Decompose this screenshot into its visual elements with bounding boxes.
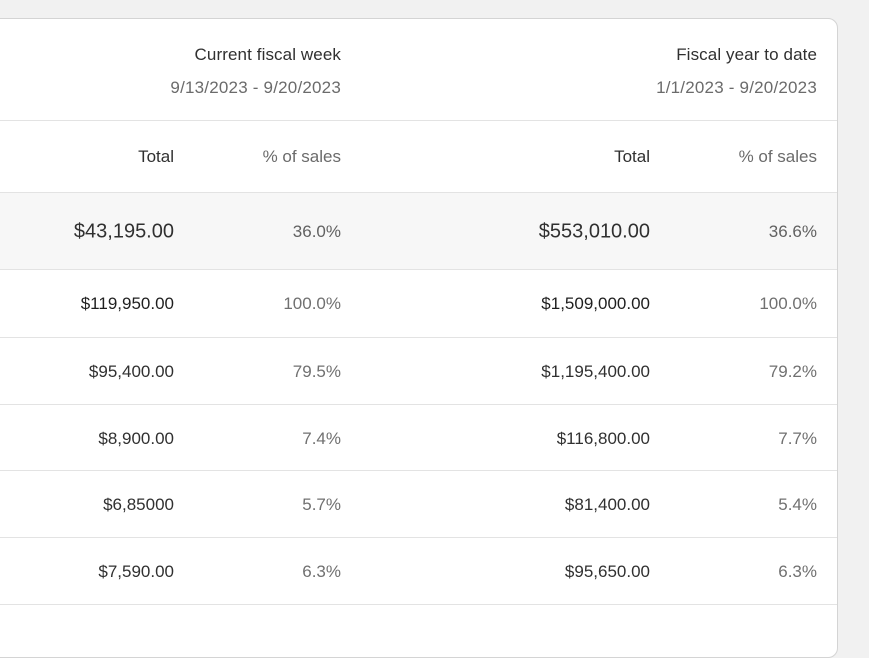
current-week-title: Current fiscal week <box>194 45 341 64</box>
week-pct-value: 6.3% <box>302 562 341 581</box>
ytd-total-header: Total <box>614 147 650 166</box>
week-pct-value: 5.7% <box>302 495 341 514</box>
week-total-header: Total <box>138 147 174 166</box>
ytd-total-value: $1,195,400.00 <box>541 362 650 381</box>
ytd-title: Fiscal year to date <box>676 45 817 64</box>
ytd-pct-header: % of sales <box>738 147 817 166</box>
period-header-row: Current fiscal week 9/13/2023 - 9/20/202… <box>0 19 837 121</box>
table-row: $8,900.00 7.4% $116,800.00 7.7% <box>0 405 837 471</box>
ytd-total-value: $1,509,000.00 <box>541 294 650 313</box>
ytd-pct-value: 7.7% <box>778 429 817 448</box>
ytd-total-value: $116,800.00 <box>556 429 650 448</box>
week-pct-value: 36.0% <box>292 222 341 241</box>
week-pct-value: 100.0% <box>283 294 341 313</box>
report-card: Current fiscal week 9/13/2023 - 9/20/202… <box>0 18 838 658</box>
table-row: $119,950.00 100.0% $1,509,000.00 100.0% <box>0 270 837 338</box>
week-total-value: $8,900.00 <box>98 429 174 448</box>
ytd-pct-value: 36.6% <box>768 222 817 241</box>
week-pct-header: % of sales <box>262 147 341 166</box>
ytd-pct-value: 5.4% <box>778 495 817 514</box>
ytd-pct-value: 100.0% <box>759 294 817 313</box>
week-pct-value: 79.5% <box>292 362 341 381</box>
week-total-value: $95,400.00 <box>88 362 174 381</box>
table-row: $7,590.00 6.3% $95,650.00 6.3% <box>0 538 837 605</box>
column-header-row: Total % of sales Total % of sales <box>0 121 837 193</box>
table-row: $43,195.00 36.0% $553,010.00 36.6% <box>0 193 837 270</box>
ytd-total-value: $81,400.00 <box>564 495 650 514</box>
week-total-value: $119,950.00 <box>80 294 174 313</box>
table-row: $6,85000 5.7% $81,400.00 5.4% <box>0 471 837 538</box>
week-total-value: $6,85000 <box>103 495 174 514</box>
ytd-total-value: $553,010.00 <box>538 220 650 243</box>
ytd-pct-value: 6.3% <box>778 562 817 581</box>
ytd-pct-value: 79.2% <box>768 362 817 381</box>
current-week-range: 9/13/2023 - 9/20/2023 <box>170 78 341 97</box>
week-total-value: $7,590.00 <box>98 562 174 581</box>
ytd-total-value: $95,650.00 <box>564 562 650 581</box>
table-row: $95,400.00 79.5% $1,195,400.00 79.2% <box>0 338 837 405</box>
week-total-value: $43,195.00 <box>73 220 174 243</box>
week-pct-value: 7.4% <box>302 429 341 448</box>
ytd-range: 1/1/2023 - 9/20/2023 <box>656 78 817 97</box>
